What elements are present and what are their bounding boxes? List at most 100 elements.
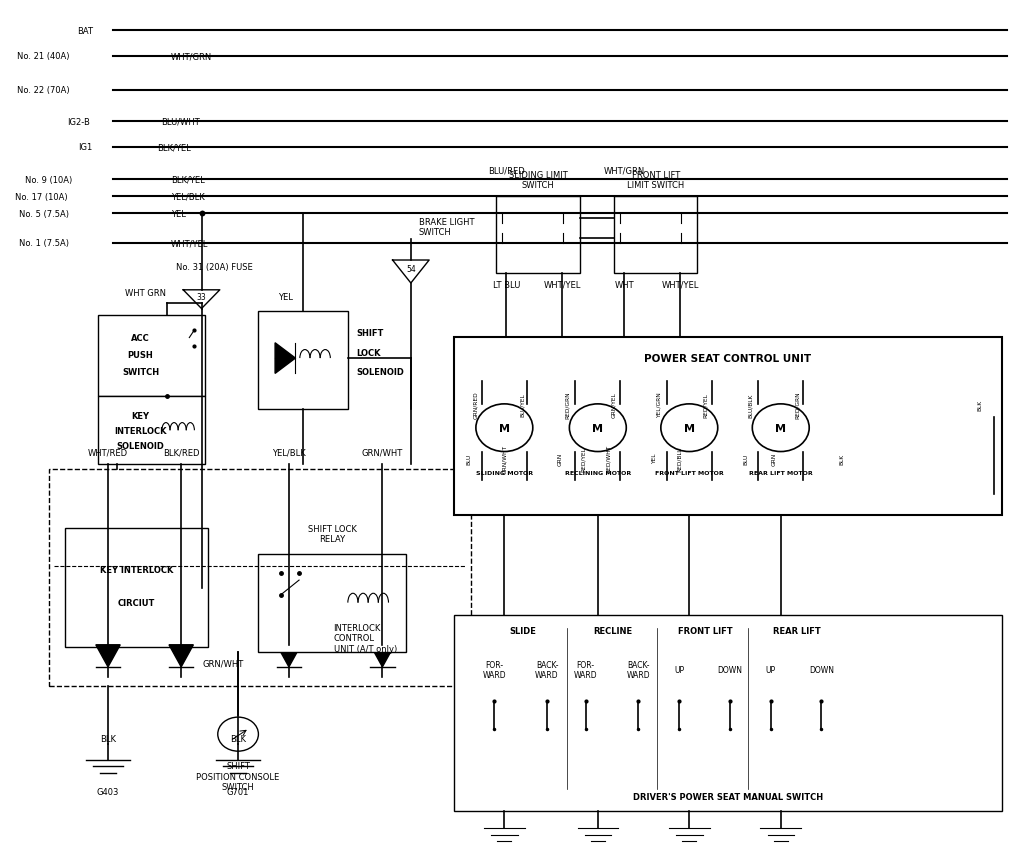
Polygon shape bbox=[275, 344, 295, 374]
Text: YEL: YEL bbox=[278, 293, 293, 301]
Text: REAR LIFT MOTOR: REAR LIFT MOTOR bbox=[749, 471, 813, 476]
Text: No. 17 (10A): No. 17 (10A) bbox=[14, 193, 68, 201]
Text: G403: G403 bbox=[97, 787, 119, 796]
Text: BLU: BLU bbox=[466, 453, 471, 464]
Text: GRN/WHT: GRN/WHT bbox=[361, 448, 403, 456]
Text: 54: 54 bbox=[406, 265, 416, 274]
Text: GRN: GRN bbox=[558, 452, 563, 465]
Text: IG2-B: IG2-B bbox=[67, 118, 90, 126]
FancyBboxPatch shape bbox=[614, 197, 697, 274]
FancyBboxPatch shape bbox=[454, 615, 1002, 811]
FancyBboxPatch shape bbox=[98, 316, 205, 397]
Text: BLU/WHT: BLU/WHT bbox=[161, 118, 200, 126]
FancyBboxPatch shape bbox=[454, 337, 1002, 516]
Text: BLU/RED: BLU/RED bbox=[488, 166, 524, 176]
Text: INTERLOCK: INTERLOCK bbox=[115, 426, 167, 435]
Text: IG1: IG1 bbox=[79, 143, 93, 152]
Text: SOLENOID: SOLENOID bbox=[356, 368, 403, 377]
Text: RED/GRN: RED/GRN bbox=[795, 392, 800, 419]
Text: GRN/WHT: GRN/WHT bbox=[203, 659, 244, 668]
Text: WHT/GRN: WHT/GRN bbox=[603, 166, 645, 176]
Text: WHT GRN: WHT GRN bbox=[125, 288, 166, 297]
Text: No. 21 (40A): No. 21 (40A) bbox=[17, 52, 70, 61]
Text: SHIFT: SHIFT bbox=[356, 328, 383, 338]
Text: M: M bbox=[499, 423, 510, 433]
FancyBboxPatch shape bbox=[49, 469, 471, 686]
Text: No. 31 (20A) FUSE: No. 31 (20A) FUSE bbox=[176, 263, 253, 272]
Text: DRIVER'S POWER SEAT MANUAL SWITCH: DRIVER'S POWER SEAT MANUAL SWITCH bbox=[633, 792, 823, 801]
FancyBboxPatch shape bbox=[258, 311, 348, 409]
Text: INTERLOCK
CONTROL
UNIT (A/T only): INTERLOCK CONTROL UNIT (A/T only) bbox=[334, 624, 397, 653]
Text: No. 5 (7.5A): No. 5 (7.5A) bbox=[19, 210, 70, 218]
Text: M: M bbox=[775, 423, 786, 433]
Text: FRONT LIFT MOTOR: FRONT LIFT MOTOR bbox=[655, 471, 724, 476]
Text: YEL: YEL bbox=[652, 454, 657, 464]
Text: CIRCIUT: CIRCIUT bbox=[118, 598, 156, 606]
Text: LT BLU: LT BLU bbox=[493, 281, 520, 289]
Text: BLU/BLK: BLU/BLK bbox=[748, 393, 753, 417]
Text: SLIDE: SLIDE bbox=[509, 626, 537, 635]
Text: GRN: GRN bbox=[771, 452, 776, 465]
Text: YEL/GRN: YEL/GRN bbox=[656, 392, 662, 418]
Text: BRAKE LIGHT
SWITCH: BRAKE LIGHT SWITCH bbox=[419, 218, 474, 237]
Text: BLK: BLK bbox=[840, 453, 844, 464]
Text: RED/YEL: RED/YEL bbox=[581, 446, 586, 471]
Text: WHT: WHT bbox=[614, 281, 634, 289]
Text: GRN/RED: GRN/RED bbox=[473, 392, 478, 419]
Text: BLK/YEL: BLK/YEL bbox=[171, 176, 205, 184]
Polygon shape bbox=[371, 645, 394, 667]
Text: SHIFT
POSITION CONSOLE
SWITCH: SHIFT POSITION CONSOLE SWITCH bbox=[197, 762, 280, 792]
Text: GRN/WHT: GRN/WHT bbox=[502, 444, 507, 473]
Text: BLK/YEL: BLK/YEL bbox=[157, 143, 190, 152]
Text: LOCK: LOCK bbox=[356, 348, 381, 357]
Text: No. 9 (10A): No. 9 (10A) bbox=[26, 176, 73, 184]
Text: WHT/YEL: WHT/YEL bbox=[662, 281, 698, 289]
Text: KEY INTERLOCK: KEY INTERLOCK bbox=[99, 566, 173, 575]
FancyBboxPatch shape bbox=[497, 197, 580, 274]
Text: SOLENOID: SOLENOID bbox=[117, 441, 165, 450]
Text: ACC: ACC bbox=[131, 334, 150, 343]
Text: BLK: BLK bbox=[230, 734, 246, 743]
Text: POWER SEAT CONTROL UNIT: POWER SEAT CONTROL UNIT bbox=[644, 354, 811, 363]
Text: SWITCH: SWITCH bbox=[122, 368, 159, 377]
Text: UP: UP bbox=[766, 665, 775, 675]
Text: KEY: KEY bbox=[131, 411, 150, 421]
Text: SHIFT LOCK
RELAY: SHIFT LOCK RELAY bbox=[307, 525, 356, 544]
Polygon shape bbox=[169, 645, 194, 667]
Text: RED/WHT: RED/WHT bbox=[605, 444, 610, 473]
Text: YEL: YEL bbox=[171, 210, 186, 218]
Text: M: M bbox=[684, 423, 695, 433]
Text: FRONT LIFT
LIMIT SWITCH: FRONT LIFT LIMIT SWITCH bbox=[627, 171, 684, 190]
Text: BLK: BLK bbox=[100, 734, 116, 743]
Text: REAR LIFT: REAR LIFT bbox=[773, 626, 821, 635]
Text: WHT/GRN: WHT/GRN bbox=[171, 52, 212, 61]
Text: RECLINING MOTOR: RECLINING MOTOR bbox=[564, 471, 631, 476]
Text: PUSH: PUSH bbox=[128, 351, 154, 359]
Text: SLIDING LIMIT
SWITCH: SLIDING LIMIT SWITCH bbox=[509, 171, 567, 190]
FancyBboxPatch shape bbox=[66, 529, 208, 647]
Text: RED/BLU: RED/BLU bbox=[677, 446, 682, 472]
Text: RED/GRN: RED/GRN bbox=[565, 392, 569, 419]
Text: WHT/YEL: WHT/YEL bbox=[544, 281, 581, 289]
Text: GRN/YEL: GRN/YEL bbox=[611, 392, 616, 418]
Text: FOR-
WARD: FOR- WARD bbox=[573, 660, 597, 680]
Text: M: M bbox=[592, 423, 603, 433]
Text: YEL/BLK: YEL/BLK bbox=[171, 193, 205, 201]
Text: BAT: BAT bbox=[77, 26, 93, 36]
FancyBboxPatch shape bbox=[258, 554, 406, 652]
Text: WHT/YEL: WHT/YEL bbox=[171, 239, 209, 248]
Text: BLK/RED: BLK/RED bbox=[163, 448, 200, 456]
FancyBboxPatch shape bbox=[98, 397, 205, 465]
Text: RED/YEL: RED/YEL bbox=[703, 392, 708, 417]
Polygon shape bbox=[276, 645, 301, 667]
Text: BACK-
WARD: BACK- WARD bbox=[536, 660, 559, 680]
Text: G701: G701 bbox=[227, 787, 249, 796]
Text: RECLINE: RECLINE bbox=[594, 626, 633, 635]
Polygon shape bbox=[96, 645, 120, 667]
Text: WHT/RED: WHT/RED bbox=[88, 448, 128, 456]
Text: No. 1 (7.5A): No. 1 (7.5A) bbox=[19, 239, 70, 248]
Text: FRONT LIFT: FRONT LIFT bbox=[678, 626, 733, 635]
Text: BLU: BLU bbox=[743, 453, 749, 464]
Text: FOR-
WARD: FOR- WARD bbox=[482, 660, 506, 680]
Text: YEL/BLK: YEL/BLK bbox=[272, 448, 306, 456]
